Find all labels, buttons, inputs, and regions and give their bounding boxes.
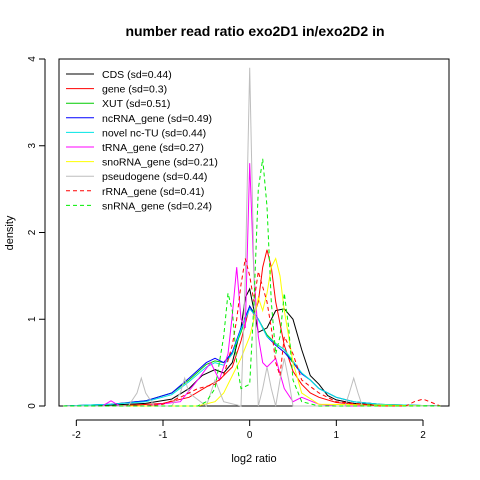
legend-label: ncRNA_gene (sd=0.49) — [102, 113, 212, 125]
x-tick-label: -2 — [72, 430, 81, 441]
x-tick-label: 1 — [334, 430, 340, 441]
series-line-1 — [63, 249, 441, 407]
legend-label: CDS (sd=0.44) — [102, 69, 172, 81]
series-line-6 — [63, 257, 441, 407]
y-tick-label: 2 — [27, 229, 38, 235]
legend: CDS (sd=0.44) gene (sd=0.3) XUT (sd=0.51) n… — [66, 69, 218, 212]
legend-label: gene (sd=0.3) — [102, 84, 167, 96]
y-tick-label: 4 — [27, 56, 38, 62]
y-tick-label: 0 — [27, 403, 38, 409]
legend-label: pseudogene (sd=0.44) — [102, 171, 207, 183]
legend-label: novel nc-TU (sd=0.44) — [102, 127, 206, 139]
series-line-8 — [63, 258, 441, 407]
x-axis-label: log2 ratio — [231, 453, 276, 465]
legend-label: snoRNA_gene (sd=0.21) — [102, 157, 218, 169]
x-tick-label: 0 — [247, 430, 253, 441]
series-layer — [63, 67, 441, 407]
legend-label: XUT (sd=0.51) — [102, 98, 170, 110]
legend-label: snRNA_gene (sd=0.24) — [102, 200, 212, 212]
series-line-4 — [63, 307, 441, 407]
y-axis-label: density — [4, 215, 16, 250]
series-line-0 — [63, 287, 441, 407]
y-tick-label: 1 — [27, 316, 38, 322]
chart-title: number read ratio exo2D1 in/exo2D2 in — [125, 23, 384, 39]
x-tick-label: 2 — [420, 430, 426, 441]
y-tick-label: 3 — [27, 143, 38, 149]
x-tick-label: -1 — [159, 430, 168, 441]
legend-label: tRNA_gene (sd=0.27) — [102, 142, 204, 154]
series-line-9 — [63, 158, 441, 407]
plot-frame — [58, 58, 450, 407]
axis-layer: -2 -1 0 1 2 0 1 2 3 4 — [27, 56, 426, 441]
legend-label: rRNA_gene (sd=0.41) — [102, 186, 204, 198]
